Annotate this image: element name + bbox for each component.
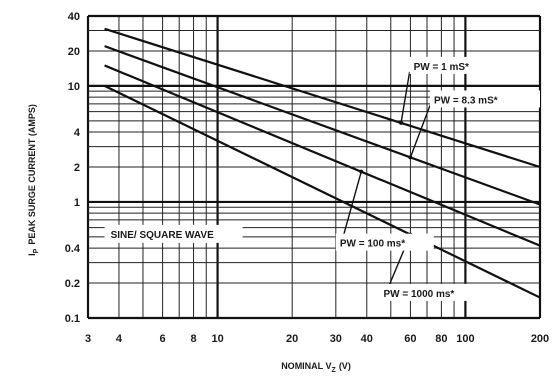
- x-tick-label: 4: [116, 333, 123, 345]
- x-tick-label: 100: [456, 333, 474, 345]
- y-axis-title-sub: P: [33, 248, 40, 253]
- waveform-annotation: SINE/ SQUARE WAVE: [111, 230, 214, 241]
- y-tick-label: 10: [68, 81, 80, 93]
- curves: [104, 27, 541, 299]
- curve-annotations: PW = 1 mS* PW = 8.3 mS* PW = 100 ms* PW = 1…: [104, 56, 540, 301]
- y-axis-title: IP PEAK SURGE CURRENT (AMPS): [27, 104, 40, 256]
- x-axis-title: NOMINAL VZ (V): [281, 361, 351, 374]
- y-tick-label: 2: [74, 162, 80, 174]
- y-tick-label: 0.2: [65, 278, 80, 290]
- leader-line: [400, 71, 411, 124]
- x-tick-label: 8: [191, 333, 197, 345]
- series-annotation-3: PW = 100 ms*: [340, 239, 405, 250]
- x-tick-label: 60: [404, 333, 416, 345]
- x-tick-label: 200: [531, 333, 549, 345]
- x-tick-label: 6: [160, 333, 166, 345]
- leader-arrowhead: [408, 155, 413, 160]
- x-tick-label: 40: [361, 333, 373, 345]
- x-tick-label: 80: [435, 333, 447, 345]
- y-axis-title-rest: PEAK SURGE CURRENT (AMPS): [27, 104, 37, 245]
- y-tick-label: 0.1: [65, 313, 80, 325]
- series-line-1: [104, 27, 541, 169]
- x-axis-title-main: NOMINAL V: [281, 361, 331, 371]
- x-axis-title-sub: Z: [332, 367, 337, 374]
- x-tick-label: 30: [330, 333, 342, 345]
- tick-labels: 3 4 6 8 10 20 30 40 60 80 100 200 0.1 0.2 0.4 1 2 4 10 20 40: [65, 11, 549, 345]
- x-tick-label: 10: [211, 333, 223, 345]
- series-annotation-2: PW = 8.3 mS*: [434, 95, 498, 106]
- annotation-box: [335, 233, 434, 251]
- series-line-3: [104, 64, 541, 247]
- leader-lines: [339, 71, 431, 300]
- leader-arrowhead: [399, 120, 404, 125]
- y-tick-label: 4: [74, 127, 81, 139]
- series-line-4: [104, 84, 541, 299]
- y-tick-label: 40: [68, 11, 80, 23]
- y-tick-label: 1: [74, 197, 80, 209]
- x-tick-label: 3: [85, 333, 91, 345]
- leader-line: [409, 105, 431, 158]
- y-tick-label: 0.4: [65, 243, 81, 255]
- series-line-2: [104, 45, 541, 206]
- series-annotation-4: PW = 1000 ms*: [383, 289, 454, 300]
- annotation-box: [104, 224, 243, 243]
- annotation-box: [379, 283, 488, 301]
- leader-arrowhead: [359, 169, 364, 174]
- y-axis-title-main: I: [27, 253, 37, 256]
- series-annotation-1: PW = 1 mS*: [414, 62, 469, 73]
- y-tick-label: 20: [68, 46, 80, 58]
- annotation-box: [430, 90, 540, 108]
- x-axis-title-unit: (V): [339, 361, 351, 371]
- annotation-box: [409, 56, 502, 74]
- x-tick-label: 20: [286, 333, 298, 345]
